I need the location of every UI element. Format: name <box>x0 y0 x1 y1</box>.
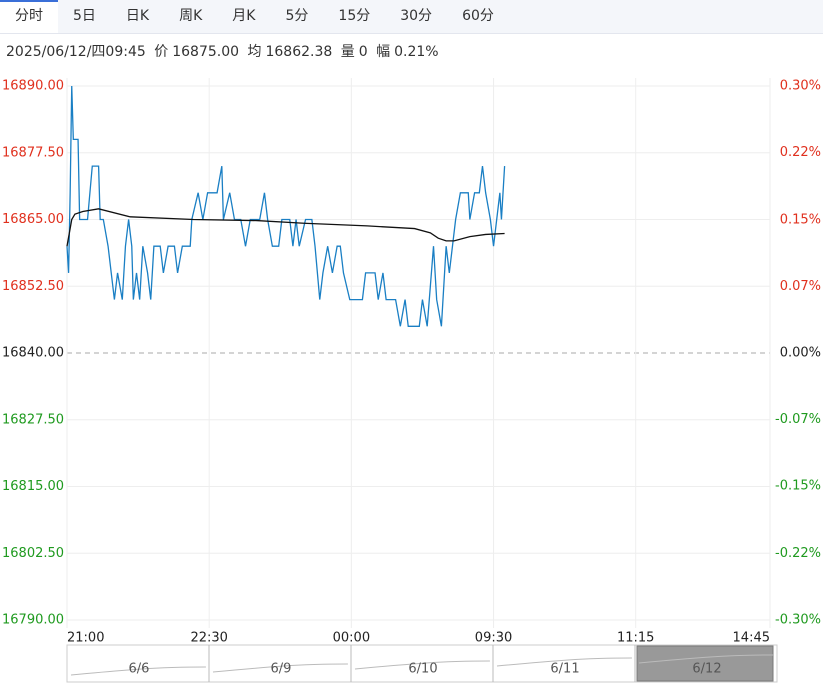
y2-tick-label: 0.15% <box>780 212 821 227</box>
x-tick-label: 22:30 <box>190 631 227 646</box>
y-tick-label: 16790.00 <box>2 613 64 628</box>
y-tick-label: 16890.00 <box>2 79 64 94</box>
y-tick-label: 16827.50 <box>2 412 64 427</box>
y2-tick-label: 0.07% <box>780 279 821 294</box>
y2-tick-label: -0.15% <box>775 479 821 494</box>
y2-tick-label: 0.00% <box>780 346 821 361</box>
y2-tick-label: -0.30% <box>775 613 821 628</box>
x-tick-label: 14:45 <box>733 631 770 646</box>
tab[interactable]: 分时 <box>0 0 58 33</box>
label: 幅 <box>376 44 391 60</box>
tab[interactable]: 5分 <box>285 8 309 24</box>
value: 16862.38 <box>265 44 333 60</box>
navigator-label: 6/12 <box>692 662 721 677</box>
label: 价 <box>154 44 169 60</box>
y-tick-label: 16815.00 <box>2 479 64 494</box>
navigator-sparkline <box>212 663 348 673</box>
navigator-selection <box>636 645 774 682</box>
tab-bar: 分时 5日 日K 周K 月K 5分 15分 30分 60分 <box>0 0 823 34</box>
value: 0 <box>358 44 368 60</box>
tab[interactable]: 30分 <box>400 8 433 24</box>
navigator-label: 6/6 <box>129 662 150 677</box>
y2-tick-label: -0.22% <box>775 546 821 561</box>
navigator-sparkline <box>638 654 774 664</box>
tab[interactable]: 月K <box>232 8 256 24</box>
navigator-sparkline <box>70 666 206 676</box>
tab[interactable]: 15分 <box>338 8 371 24</box>
tab[interactable]: 周K <box>179 8 203 24</box>
navigator-label: 6/9 <box>271 662 292 677</box>
datetime: 2025/06/12/四09:45 <box>6 44 146 60</box>
y-tick-label: 16802.50 <box>2 546 64 561</box>
y2-tick-label: 0.22% <box>780 145 821 160</box>
navigator-sparkline <box>354 660 490 670</box>
y-tick-label: 16865.00 <box>2 212 64 227</box>
price-line <box>66 85 506 327</box>
navigator-label: 6/10 <box>408 662 437 677</box>
navigator-sparkline <box>496 657 632 667</box>
price-line <box>66 208 505 247</box>
x-tick-label: 11:15 <box>617 631 654 646</box>
label: 均 <box>247 44 262 60</box>
y-tick-label: 16840.00 <box>2 346 64 361</box>
y2-tick-label: 0.30% <box>780 79 821 94</box>
value: 16875.00 <box>172 44 240 60</box>
x-tick-label: 21:00 <box>67 631 104 646</box>
y2-tick-label: -0.07% <box>775 412 821 427</box>
tab[interactable]: 日K <box>125 8 150 24</box>
label: 量 <box>340 44 355 60</box>
y-tick-label: 16852.50 <box>2 279 64 294</box>
navigator-label: 6/11 <box>550 662 579 677</box>
tab[interactable]: 60分 <box>462 8 494 24</box>
y-tick-label: 16877.50 <box>2 145 64 160</box>
value: 0.21% <box>394 44 439 60</box>
navigator <box>66 644 778 683</box>
x-tick-label: 09:30 <box>475 631 512 646</box>
tab[interactable]: 5日 <box>73 8 96 24</box>
x-tick-label: 00:00 <box>333 631 370 646</box>
